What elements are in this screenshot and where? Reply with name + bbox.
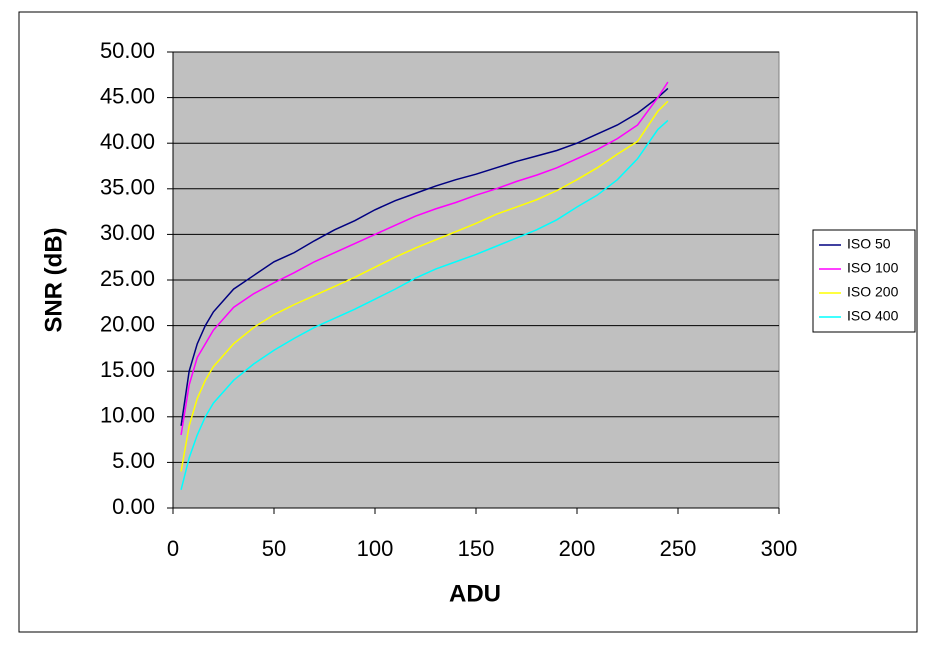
y-tick-label: 0.00 <box>112 494 155 519</box>
y-axis-label: SNR (dB) <box>40 227 67 332</box>
x-tick-label: 200 <box>559 536 596 561</box>
series-line <box>180 100 669 472</box>
y-tick-label: 10.00 <box>100 403 155 428</box>
x-tick-label: 50 <box>262 536 286 561</box>
series-line <box>180 87 669 427</box>
x-tick-label: 300 <box>761 536 798 561</box>
legend-label: ISO 400 <box>847 308 899 324</box>
legend-label: ISO 200 <box>847 284 899 300</box>
legend-box <box>812 229 916 333</box>
x-tick-label: 0 <box>167 536 179 561</box>
legend-label: ISO 50 <box>847 236 891 252</box>
y-tick-label: 35.00 <box>100 175 155 200</box>
y-tick-label: 30.00 <box>100 220 155 245</box>
x-tick-label: 150 <box>458 536 495 561</box>
legend-label: ISO 100 <box>847 260 899 276</box>
y-tick-label: 15.00 <box>100 357 155 382</box>
x-tick-label: 250 <box>660 536 697 561</box>
y-tick-label: 5.00 <box>112 448 155 473</box>
y-tick-label: 25.00 <box>100 266 155 291</box>
series-line <box>180 119 669 490</box>
y-tick-label: 45.00 <box>100 83 155 108</box>
y-tick-label: 20.00 <box>100 311 155 336</box>
series-line <box>180 81 669 436</box>
x-axis-label: ADU <box>449 580 501 607</box>
x-tick-label: 100 <box>357 536 394 561</box>
y-tick-label: 40.00 <box>100 129 155 154</box>
y-tick-label: 50.00 <box>100 38 155 63</box>
